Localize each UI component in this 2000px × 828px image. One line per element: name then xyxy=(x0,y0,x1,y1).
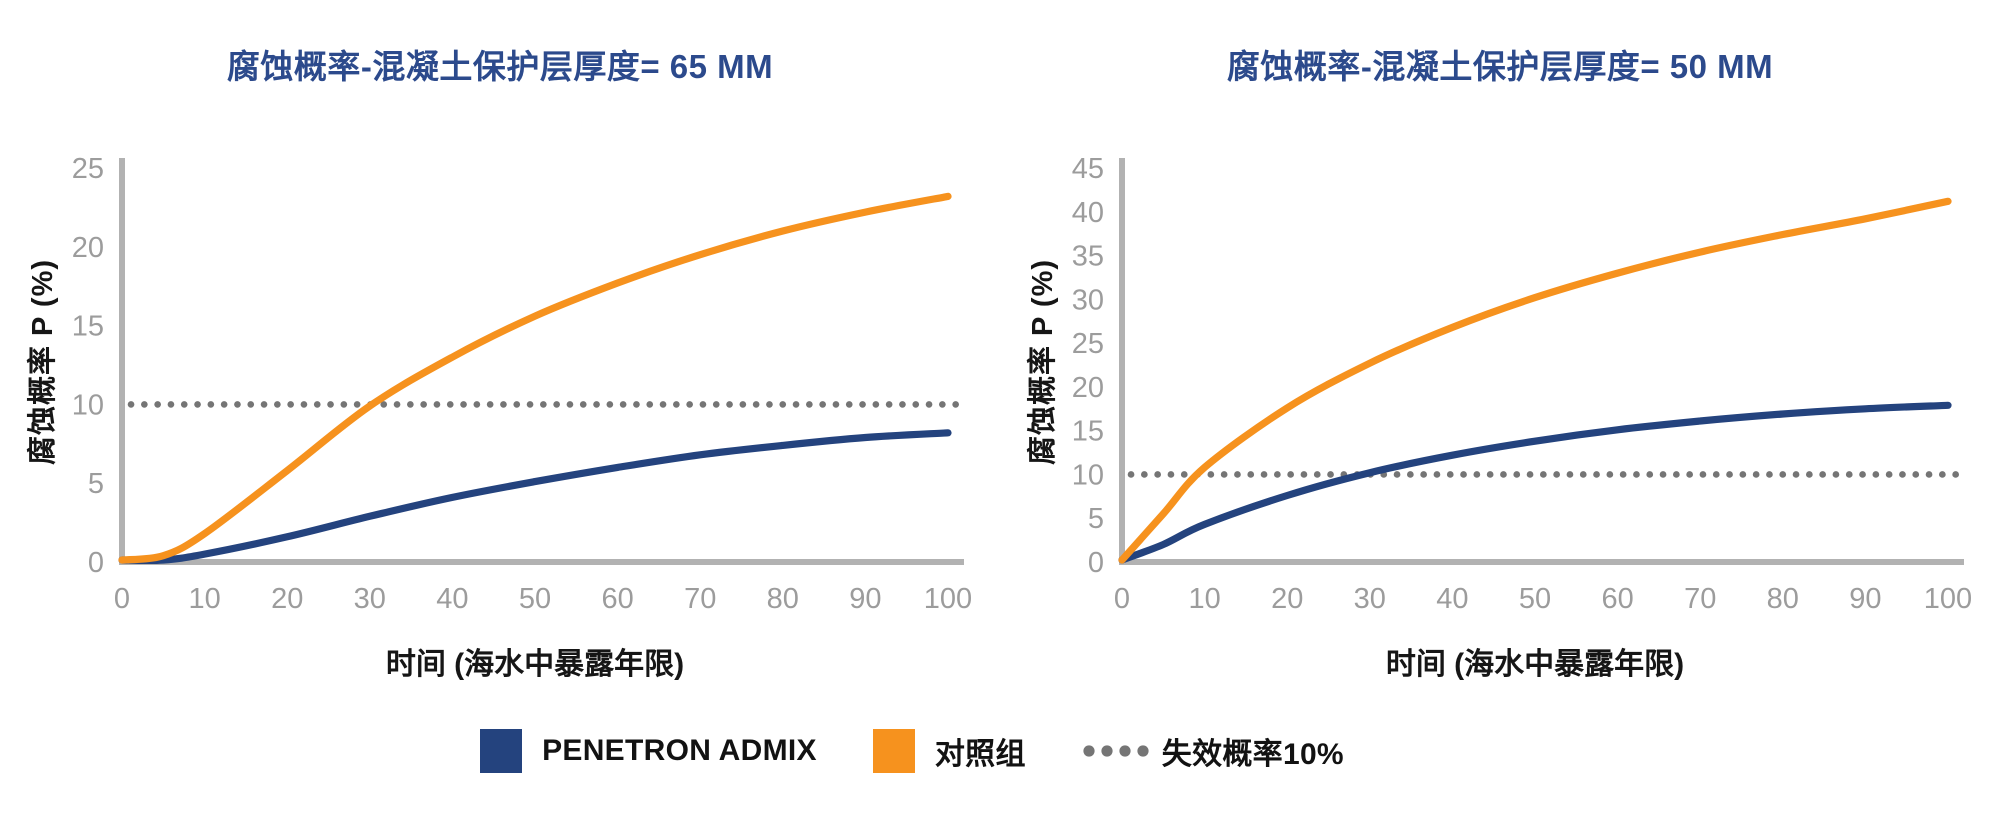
x-tick-label: 90 xyxy=(849,583,881,615)
y-tick-label: 5 xyxy=(88,468,104,500)
admix-color-swatch xyxy=(480,729,523,773)
x-tick-label: 10 xyxy=(1188,583,1220,615)
legend-label-control-group: 对照组 xyxy=(934,738,1026,771)
plot-area-50mm: 0 5 10 15 20 25 30 35 40 45 0 10 20 30 40 50 60 70 80 90 100… xyxy=(1000,110,2000,625)
x-tick-label: 0 xyxy=(114,583,130,615)
chart-canvas-50mm: 0 5 10 15 20 25 30 35 40 45 0 10 20 30 40 50 60 70 80 90 100 xyxy=(1072,153,1972,615)
x-tick-label: 70 xyxy=(1684,583,1716,615)
x-tick-label: 80 xyxy=(767,583,799,615)
x-tick-label: 20 xyxy=(271,583,303,615)
legend-label-penetron-admix: PENETRON ADMIX xyxy=(542,734,817,767)
legend-item-failure-threshold: 失效概率10% xyxy=(1082,729,1344,773)
control-group-curve xyxy=(1118,197,1952,564)
control-color-swatch xyxy=(872,729,915,773)
chart-title-50mm: 腐蚀概率-混凝土保护层厚度= 50 MM xyxy=(1226,48,1774,85)
y-tick-label: 35 xyxy=(1072,241,1104,273)
legend-dot xyxy=(1101,745,1113,757)
y-tick-label: 25 xyxy=(72,153,104,185)
x-tick-label: 50 xyxy=(519,583,551,615)
legend-dot xyxy=(1083,745,1095,757)
axis-lines xyxy=(1119,158,1964,565)
x-tick-label: 0 xyxy=(1114,583,1130,615)
legend-dot xyxy=(1137,745,1149,757)
x-tick-label: 40 xyxy=(1436,583,1468,615)
y-tick-label: 15 xyxy=(72,311,104,343)
y-tick-label: 30 xyxy=(1072,284,1104,316)
x-tick-label: 40 xyxy=(436,583,468,615)
x-tick-label: 20 xyxy=(1271,583,1303,615)
y-tick-label: 0 xyxy=(88,547,104,579)
legend: PENETRON ADMIX 对照组 失效概率10% xyxy=(0,729,1912,773)
legend-item-control-group: 对照组 xyxy=(872,729,1026,773)
x-tick-label: 90 xyxy=(1849,583,1881,615)
x-axis-ticks: 0 10 20 30 40 50 60 70 80 90 100 xyxy=(114,583,972,615)
x-tick-label: 50 xyxy=(1519,583,1551,615)
chart-canvas-65mm: 0 5 10 15 20 25 0 10 20 30 40 50 60 70 80 90 100 xyxy=(72,153,972,615)
y-tick-label: 10 xyxy=(72,389,104,421)
dotted-line-swatch xyxy=(1083,745,1149,757)
y-tick-label: 20 xyxy=(1072,372,1104,404)
x-tick-label: 100 xyxy=(924,583,972,615)
y-tick-label: 20 xyxy=(72,232,104,264)
y-axis-ticks: 0 5 10 15 20 25 xyxy=(72,153,104,579)
penetron-admix-curve xyxy=(1118,401,1952,564)
chart-title-65mm: 腐蚀概率-混凝土保护层厚度= 65 MM xyxy=(226,48,774,85)
control-group-curve xyxy=(118,192,952,564)
x-tick-label: 80 xyxy=(1767,583,1799,615)
y-axis-ticks: 0 5 10 15 20 25 30 35 40 45 xyxy=(1072,153,1104,579)
legend-item-penetron-admix: PENETRON ADMIX xyxy=(480,729,817,773)
legend-dot xyxy=(1119,745,1131,757)
x-tick-label: 10 xyxy=(188,583,220,615)
y-tick-label: 40 xyxy=(1072,197,1104,229)
x-tick-label: 70 xyxy=(684,583,716,615)
charts-row: 腐蚀概率-混凝土保护层厚度= 65 MM 0 5 10 15 20 25 0 10 20 30 40… xyxy=(0,0,2000,683)
y-tick-label: 25 xyxy=(1072,328,1104,360)
plot-area-65mm: 0 5 10 15 20 25 0 10 20 30 40 50 60 70 80 90 100 腐蚀概率 P … xyxy=(0,110,1000,625)
y-tick-label: 5 xyxy=(1088,503,1104,535)
x-axis-label-50mm: 时间 (海水中暴露年限) xyxy=(1385,648,1685,681)
x-axis-label-65mm: 时间 (海水中暴露年限) xyxy=(385,648,685,681)
x-tick-label: 60 xyxy=(601,583,633,615)
x-axis-ticks: 0 10 20 30 40 50 60 70 80 90 100 xyxy=(1114,583,1972,615)
penetron-admix-curve xyxy=(118,429,952,565)
y-axis-label-65mm: 腐蚀概率 P (%) xyxy=(27,258,59,466)
x-tick-label: 30 xyxy=(1354,583,1386,615)
y-tick-label: 15 xyxy=(1072,416,1104,448)
x-tick-label: 60 xyxy=(1601,583,1633,615)
chart-block-65mm: 腐蚀概率-混凝土保护层厚度= 65 MM 0 5 10 15 20 25 0 10 20 30 40… xyxy=(0,0,1000,683)
y-tick-label: 0 xyxy=(1088,547,1104,579)
y-axis-label-50mm: 腐蚀概率 P (%) xyxy=(1027,258,1059,466)
x-tick-label: 30 xyxy=(354,583,386,615)
y-tick-label: 45 xyxy=(1072,153,1104,185)
chart-block-50mm: 腐蚀概率-混凝土保护层厚度= 50 MM 0 5 10 15 20 25 30 35 40 45 0… xyxy=(1000,0,2000,683)
legend-label-failure-threshold: 失效概率10% xyxy=(1161,738,1344,771)
x-tick-label: 100 xyxy=(1924,583,1972,615)
y-tick-label: 10 xyxy=(1072,459,1104,491)
